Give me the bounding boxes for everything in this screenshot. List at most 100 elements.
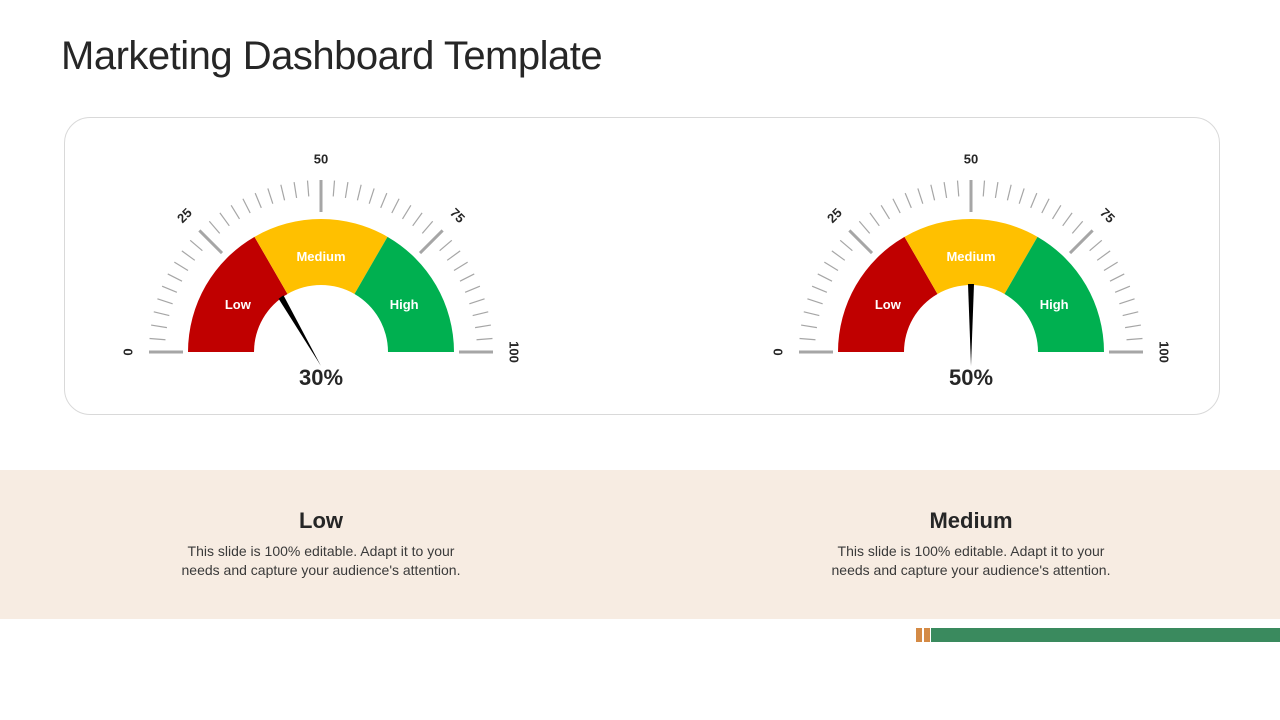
gauge-major-tick [418, 229, 444, 255]
gauge-minor-tick [356, 184, 362, 201]
gauge-band-low [188, 236, 288, 352]
gauge-band-high [1004, 236, 1104, 352]
gauge-band-medium [904, 218, 1038, 294]
gauge-minor-tick [892, 198, 901, 214]
description-low: Low This slide is 100% editable. Adapt i… [121, 508, 521, 580]
gauge-minor-tick [956, 180, 960, 197]
gauge-minor-tick [1119, 298, 1135, 305]
gauge-minor-tick [344, 182, 349, 199]
gauge-minor-tick [149, 337, 166, 341]
gauge-minor-tick [831, 250, 846, 261]
gauge-value-label: 30% [299, 365, 343, 390]
gauge-minor-tick [917, 188, 924, 204]
gauge-minor-tick [839, 239, 853, 252]
description-text: This slide is 100% editable. Adapt it to… [181, 543, 461, 578]
gauge-minor-tick [306, 180, 310, 197]
gauge-minor-tick [1122, 311, 1139, 317]
gauge-minor-tick [472, 311, 489, 317]
gauge-tick-label: 75 [447, 205, 468, 226]
gauge-minor-tick [208, 220, 221, 234]
gauge-minor-tick [151, 324, 168, 329]
gauge-minor-tick [219, 212, 230, 227]
gauge-minor-tick [464, 285, 481, 293]
gauge-minor-tick [1114, 285, 1131, 293]
gauge-minor-tick [943, 182, 948, 199]
gauge-chart-2: Low Medium High 0 25 50 75 100 50% [770, 151, 1172, 390]
description-heading: Low [299, 508, 343, 533]
gauge-major-tick [848, 229, 874, 255]
gauge-minor-tick [181, 250, 196, 261]
gauge-tick-label: 0 [770, 348, 785, 355]
gauge-minor-tick [930, 184, 936, 201]
gauge-band-high [354, 236, 454, 352]
gauge-minor-tick [982, 180, 986, 197]
accent-bar-orange-2 [924, 628, 930, 642]
gauge-minor-tick [453, 261, 468, 272]
gauge-band-label: High [1040, 297, 1069, 312]
gauge-major-tick [1068, 229, 1094, 255]
accent-bar-green [931, 628, 1280, 642]
gauge-minor-tick [1062, 212, 1073, 227]
gauge-minor-tick [1018, 188, 1025, 204]
accent-bar-orange-1 [916, 628, 922, 642]
gauge-minor-tick [242, 198, 251, 214]
gauge-minor-tick [332, 180, 336, 197]
gauge-minor-tick [1109, 273, 1125, 282]
gauge-minor-tick [807, 298, 823, 305]
gauge-minor-tick [459, 273, 475, 282]
gauge-minor-tick [421, 220, 434, 234]
gauge-minor-tick [1051, 205, 1062, 220]
gauge-band-medium [254, 218, 388, 294]
gauge-minor-tick [858, 220, 871, 234]
gauge-minor-tick [380, 192, 388, 209]
gauge-minor-tick [824, 261, 839, 272]
gauge-minor-tick [799, 337, 816, 341]
gauge-tick-label: 0 [120, 348, 135, 355]
gauge-minor-tick [230, 205, 241, 220]
gauge-tick-label: 100 [507, 341, 522, 363]
gauge-minor-tick [1126, 337, 1143, 341]
gauge-minor-tick [904, 192, 912, 209]
gauge-minor-tick [153, 311, 170, 317]
gauge-minor-tick [803, 311, 820, 317]
gauge-minor-tick [1103, 261, 1118, 272]
gauge-minor-tick [1096, 250, 1111, 261]
gauge-minor-tick [439, 239, 453, 252]
gauge-minor-tick [189, 239, 203, 252]
gauge-minor-tick [368, 188, 375, 204]
gauge-minor-tick [469, 298, 485, 305]
gauge-minor-tick [1030, 192, 1038, 209]
gauge-minor-tick [811, 285, 828, 293]
gauge-needle [968, 284, 974, 366]
gauge-minor-tick [801, 324, 818, 329]
gauge-band-label: Medium [296, 249, 345, 264]
gauge-minor-tick [412, 212, 423, 227]
gauge-minor-tick [1089, 239, 1103, 252]
gauge-minor-tick [880, 205, 891, 220]
gauge-minor-tick [267, 188, 274, 204]
description-heading: Medium [929, 508, 1013, 533]
gauge-tick-label: 50 [314, 151, 328, 166]
description-text: This slide is 100% editable. Adapt it to… [831, 543, 1111, 578]
gauge-minor-tick [474, 324, 491, 329]
gauge-minor-tick [174, 261, 189, 272]
description-band: Low This slide is 100% editable. Adapt i… [0, 470, 1280, 619]
gauge-minor-tick [1124, 324, 1141, 329]
gauge-minor-tick [476, 337, 493, 341]
gauge-band-label: Low [225, 297, 252, 312]
gauge-minor-tick [1041, 198, 1050, 214]
gauge-minor-tick [817, 273, 833, 282]
gauge-band-label: Low [875, 297, 902, 312]
gauge-minor-tick [167, 273, 183, 282]
gauge-minor-tick [446, 250, 461, 261]
gauge-minor-tick [994, 182, 999, 199]
gauge-minor-tick [1071, 220, 1084, 234]
description-medium: Medium This slide is 100% editable. Adap… [771, 508, 1171, 580]
gauge-tick-label: 100 [1157, 341, 1172, 363]
gauge-minor-tick [280, 184, 286, 201]
gauge-tick-label: 75 [1097, 205, 1118, 226]
gauge-band-low [838, 236, 938, 352]
page-title: Marketing Dashboard Template [61, 34, 603, 78]
gauge-minor-tick [254, 192, 262, 209]
gauge-needle [278, 295, 321, 366]
